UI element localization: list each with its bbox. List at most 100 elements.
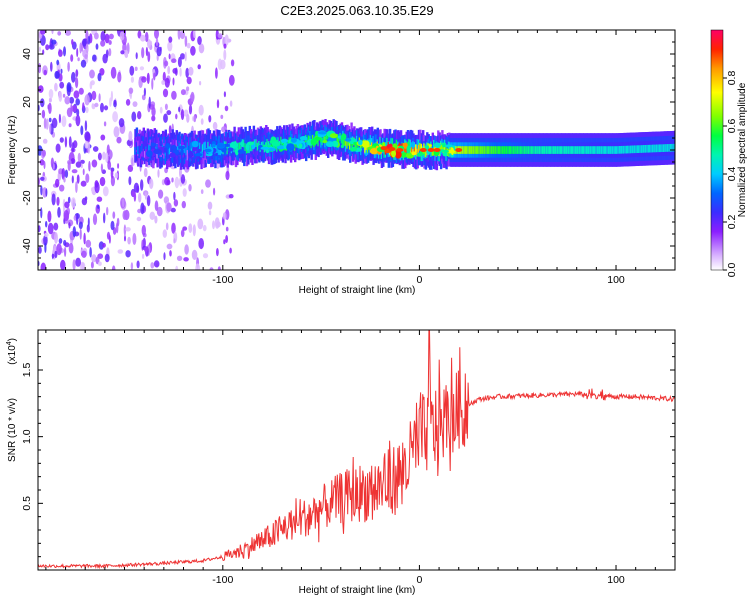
spectrogram-noise-blob	[38, 246, 42, 254]
spectrogram-ridge-cell	[550, 146, 553, 154]
spectrogram-noise-blob	[136, 260, 140, 269]
spectrogram-ridge-blob	[442, 149, 449, 153]
spectrogram-ridge-blob	[145, 150, 153, 158]
spectrogram-noise-blob	[216, 248, 219, 257]
spectrogram-noise-blob	[48, 89, 54, 99]
spectrogram-noise-blob	[140, 34, 146, 42]
spectrogram-ridge-cell	[633, 145, 637, 154]
spectrogram-noise-blob	[59, 137, 64, 143]
spectrogram-noise-blob	[197, 218, 204, 230]
spectrogram-noise-blob	[87, 217, 90, 227]
spectrogram-ridge-cell	[494, 146, 498, 154]
spectrogram-noise-blob	[38, 46, 42, 52]
spectrogram-ridge-cell	[536, 146, 539, 154]
spectrogram-noise-blob	[43, 69, 47, 76]
spectrogram-noise-blob	[91, 254, 97, 263]
spectrogram-noise-blob	[200, 189, 204, 195]
spectrogram-ridge-cell	[137, 146, 140, 154]
spectrogram-ridge-blob	[318, 131, 327, 135]
spectrogram-noise-blob	[98, 241, 104, 250]
spectrogram-ridge-cell	[307, 135, 311, 144]
spectrogram-noise-blob	[100, 31, 106, 42]
snr-series-line	[38, 330, 675, 570]
spectrogram-ridge-cell	[512, 146, 516, 154]
spectrogram-noise-blob	[223, 91, 226, 98]
spectrogram-noise-blob	[71, 169, 78, 174]
spectrogram-ridge-cell	[340, 135, 344, 144]
spectrogram-ridge-cell	[570, 146, 573, 154]
spectrogram-noise-blob	[56, 196, 60, 206]
spectrogram-noise-blob	[55, 143, 61, 153]
spectrogram-ridge-cell	[186, 142, 189, 151]
spectrogram-noise-blob	[146, 72, 150, 85]
spectrogram-ridge-cell	[632, 145, 635, 154]
spectrogram-ridge-cell	[627, 145, 630, 154]
spectrogram-ridge-blob	[340, 144, 344, 149]
spectrogram-noise-blob	[83, 232, 86, 245]
spectrogram-ridge-cell	[424, 149, 428, 158]
spectrogram-noise-blob	[190, 91, 195, 103]
spectrogram-noise-blob	[67, 61, 70, 72]
spectrogram-noise-blob	[67, 196, 71, 204]
spectrogram-ridge-cell	[516, 146, 520, 154]
spectrogram-noise-blob	[100, 102, 104, 113]
spectrogram-ridge-blob	[159, 140, 163, 147]
spectrogram-ridge-cell	[413, 147, 417, 155]
spectrogram-ridge-blob	[444, 144, 453, 148]
spectrogram-noise-blob	[48, 97, 52, 103]
spectrogram-ridge-blob	[237, 149, 245, 154]
spectrogram-ridge-cell	[668, 144, 671, 152]
spectrogram-noise-blob	[156, 46, 162, 57]
spectrogram-noise-blob	[45, 118, 49, 130]
spectrogram-ridge-cell	[145, 143, 148, 159]
spectrogram-panel: -100 0 100 -40 -20 0 20 40 Height of straight l…	[7, 29, 748, 296]
spectrogram-ridge-cell	[156, 143, 159, 152]
spectrogram-noise-blob	[108, 40, 112, 45]
spectrogram-ridge-blob	[174, 149, 180, 155]
spectrogram-noise-blob	[79, 228, 82, 240]
spectrogram-noise-blob	[72, 259, 76, 270]
spectrogram-noise-blob	[224, 34, 229, 46]
spectrogram-ridge-cell	[538, 146, 542, 154]
snr-y-scale-exponent: 4	[6, 341, 13, 345]
spectrogram-noise-blob	[188, 104, 193, 115]
spectrogram-noise-blob	[63, 46, 66, 57]
spectrogram-noise-blob	[137, 30, 142, 39]
spectrogram-ridge-cell	[563, 146, 567, 154]
colorbar	[711, 30, 723, 270]
x-tick-label: 100	[607, 574, 625, 586]
spectrogram-noise-blob	[75, 257, 81, 267]
spectrogram-ridge-cell	[485, 146, 488, 154]
spectrogram-ridge-cell	[177, 146, 180, 154]
spectrogram-noise-blob	[132, 233, 137, 245]
x-tick-label: 100	[607, 274, 625, 286]
spectrogram-noise-blob	[149, 211, 156, 220]
spectrogram-noise-blob	[130, 262, 134, 270]
colorbar-tick-label: 0.2	[726, 215, 738, 230]
spectrogram-noise-blob	[51, 39, 57, 45]
spectrogram-ridge-cell	[227, 143, 231, 152]
spectrogram-noise-blob	[141, 47, 145, 59]
spectrogram-ridge-cell	[644, 145, 648, 153]
spectrogram-noise-blob	[97, 72, 102, 82]
spectrogram-noise-blob	[68, 136, 72, 149]
spectrogram-noise-blob	[75, 77, 79, 89]
spectrogram-noise-blob	[169, 250, 172, 257]
spectrogram-noise-blob	[179, 167, 182, 178]
spectrogram-noise-blob	[40, 98, 45, 108]
spectrogram-ridge-cell	[394, 147, 397, 156]
spectrogram-noise-blob	[116, 217, 120, 227]
spectrogram-noise-blob	[110, 66, 117, 79]
spectrogram-noise-blob	[198, 238, 204, 250]
spectrogram-noise-blob	[192, 224, 196, 237]
spectrogram-noise-blob	[186, 113, 190, 123]
spectrogram-noise-blob	[71, 39, 74, 46]
spectrogram-ridge-cell	[620, 146, 623, 154]
spectrogram-ridge-cell	[188, 145, 191, 154]
spectrogram-noise-blob	[162, 71, 166, 83]
spectrogram-ridge-cell	[606, 146, 609, 154]
spectrogram-ridge-cell	[203, 142, 206, 151]
spectrogram-ridge-cell	[505, 146, 509, 154]
spectrogram-peak-blob	[380, 146, 388, 151]
spectrogram-ridge-cell	[478, 146, 481, 154]
